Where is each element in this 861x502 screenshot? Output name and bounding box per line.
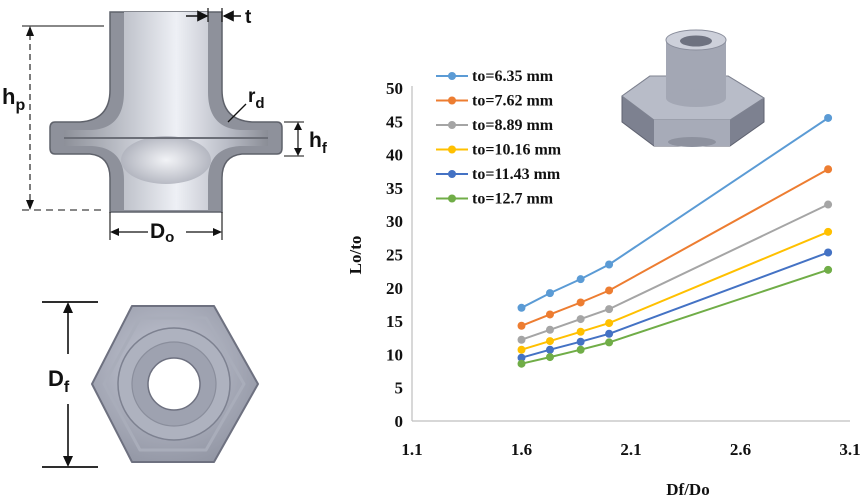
x-tick-label: 2.6 (730, 440, 751, 459)
y-tick-label: 5 (395, 379, 404, 398)
y-axis-title: Lo/to (346, 236, 365, 275)
series-line (521, 268, 829, 365)
render-bottom-lip (668, 137, 716, 147)
y-tick-label: 50 (386, 79, 403, 98)
legend-label: to=11.43 mm (472, 166, 561, 183)
legend-label: to=10.16 mm (472, 142, 562, 159)
data-point (605, 286, 614, 295)
x-axis-title: Df/Do (666, 480, 709, 499)
data-point (517, 353, 526, 362)
df-label: Df (48, 366, 70, 396)
data-point (605, 260, 614, 269)
hexagon-top-view: Df (42, 301, 259, 468)
render-boss-bottom (666, 89, 726, 107)
data-point (824, 265, 833, 274)
data-point (576, 345, 585, 354)
hf-arrow-bottom (294, 148, 302, 156)
data-point (517, 303, 526, 312)
data-point (824, 113, 833, 122)
legend-swatch-marker (448, 194, 456, 203)
t-label: t (245, 7, 252, 28)
data-point (545, 337, 554, 346)
data-point (576, 337, 585, 346)
x-tick-label: 2.1 (620, 440, 641, 459)
data-point (576, 298, 585, 307)
data-point (517, 321, 526, 330)
do-arrow-left (110, 228, 119, 236)
center-hole (147, 357, 201, 411)
data-point (605, 338, 614, 347)
do-label-bg (148, 218, 186, 244)
data-point (824, 200, 833, 209)
y-tick-label: 25 (386, 246, 403, 265)
data-point (576, 275, 585, 284)
y-tick-label: 15 (386, 312, 403, 331)
data-point (824, 165, 833, 174)
hp-label: hp (2, 84, 25, 114)
part-3d-render (621, 29, 765, 147)
legend-swatch-marker (448, 121, 456, 129)
line-chart: 0 5 10 15 20 25 30 35 40 45 50 1.1 1.6 2.1 2.6 3.1 Lo/… (346, 68, 861, 499)
x-tick-labels: 1.1 1.6 2.1 2.6 3.1 (401, 440, 860, 459)
y-tick-labels: 0 5 10 15 20 25 30 35 40 45 50 (386, 79, 403, 431)
series-line (521, 168, 829, 327)
data-point (605, 305, 614, 314)
data-point (517, 345, 526, 354)
hp-arrow-top (26, 26, 34, 36)
series-lines (521, 117, 829, 365)
data-point (545, 353, 554, 362)
series-points (517, 113, 833, 368)
y-tick-label: 20 (386, 279, 403, 298)
inner-bulge-highlight (121, 136, 211, 184)
data-point (576, 327, 585, 336)
do-arrow-right (213, 228, 222, 236)
y-tick-label: 30 (386, 212, 403, 231)
hf-label: hf (309, 129, 328, 157)
data-point (545, 310, 554, 319)
cross-section-drawing: t rd hp hf Do (2, 7, 328, 246)
legend-label: to=12.7 mm (472, 191, 554, 208)
part-inner-surface (64, 12, 268, 210)
data-point (824, 248, 833, 257)
df-arrow-top (63, 302, 73, 313)
series-line (521, 230, 829, 351)
legend-label: to=7.62 mm (472, 93, 554, 110)
hp-arrow-bottom (26, 200, 34, 210)
legend-label: to=6.35 mm (472, 68, 554, 85)
data-point (517, 335, 526, 344)
y-tick-label: 0 (395, 412, 404, 431)
do-label: Do (150, 220, 174, 246)
legend-swatch-marker (448, 96, 456, 105)
x-tick-label: 1.6 (511, 440, 532, 459)
y-tick-label: 40 (386, 146, 403, 165)
series-line (521, 203, 829, 341)
rd-label: rd (248, 86, 265, 112)
data-point (605, 319, 614, 328)
hf-arrow-top (294, 122, 302, 130)
data-point (545, 289, 554, 298)
y-tick-label: 45 (386, 112, 403, 131)
hexagon-chamfer (102, 316, 246, 452)
data-point (517, 359, 526, 368)
y-tick-label: 35 (386, 179, 403, 198)
data-point (605, 329, 614, 338)
series-line (521, 251, 829, 359)
x-tick-label: 1.1 (401, 440, 422, 459)
legend-swatch-marker (448, 145, 456, 154)
rd-leader-line (227, 103, 247, 123)
data-point (576, 315, 585, 324)
legend-label: to=8.89 mm (472, 117, 554, 134)
legend: to=6.35 mm to=7.62 mm to=8.89 mm to=10.16 m… (436, 68, 562, 208)
legend-swatch-marker (448, 72, 456, 80)
x-tick-label: 3.1 (839, 440, 860, 459)
y-tick-label: 10 (386, 345, 403, 364)
df-arrow-bottom (63, 456, 73, 467)
data-point (545, 345, 554, 354)
render-boss-hole (680, 35, 712, 47)
data-point (824, 227, 833, 236)
legend-swatch-marker (448, 170, 456, 178)
data-point (545, 325, 554, 334)
